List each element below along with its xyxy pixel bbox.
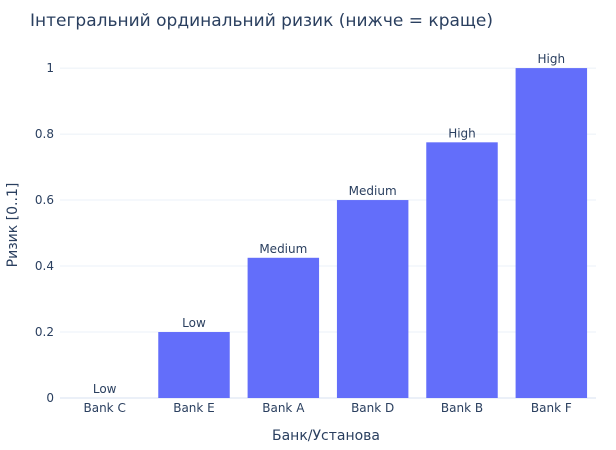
y-tick-label: 0.8 xyxy=(35,127,54,141)
x-tick-label: Bank F xyxy=(531,401,572,415)
gridlines xyxy=(60,67,596,399)
data-label: Medium xyxy=(259,242,307,256)
data-label: High xyxy=(448,126,476,140)
x-tick-label: Bank B xyxy=(441,401,483,415)
x-tick-label: Bank A xyxy=(262,401,305,415)
data-label: Low xyxy=(93,382,117,396)
x-tick-label: Bank E xyxy=(173,401,215,415)
bar-bank-e xyxy=(158,332,230,398)
y-tick-label: 1 xyxy=(46,61,54,75)
x-axis-title: Банк/Установа xyxy=(272,428,380,444)
y-tick-label: 0.4 xyxy=(35,259,54,273)
chart-title: Інтегральний ординальний ризик (нижче = … xyxy=(30,11,493,31)
bars xyxy=(158,68,588,399)
x-tick-label: Bank D xyxy=(351,401,394,415)
y-axis-title: Ризик [0..1] xyxy=(5,183,21,268)
data-label: Low xyxy=(182,316,206,330)
x-tick-label: Bank C xyxy=(83,401,125,415)
data-labels: Low Low Medium Medium High High xyxy=(93,52,565,396)
data-label: High xyxy=(538,52,566,66)
y-tick-label: 0.6 xyxy=(35,193,54,207)
data-label: Medium xyxy=(349,184,397,198)
x-axis-ticks: Bank C Bank E Bank A Bank D Bank B Bank F xyxy=(83,401,571,415)
bar-bank-b xyxy=(426,142,498,398)
bar-bank-a xyxy=(247,257,320,398)
bar-bank-d xyxy=(336,200,409,398)
y-tick-label: 0.2 xyxy=(35,325,54,339)
y-axis-ticks: 0 0.2 0.4 0.6 0.8 1 xyxy=(35,61,54,405)
bar-bank-f xyxy=(515,68,588,399)
y-tick-label: 0 xyxy=(46,391,54,405)
